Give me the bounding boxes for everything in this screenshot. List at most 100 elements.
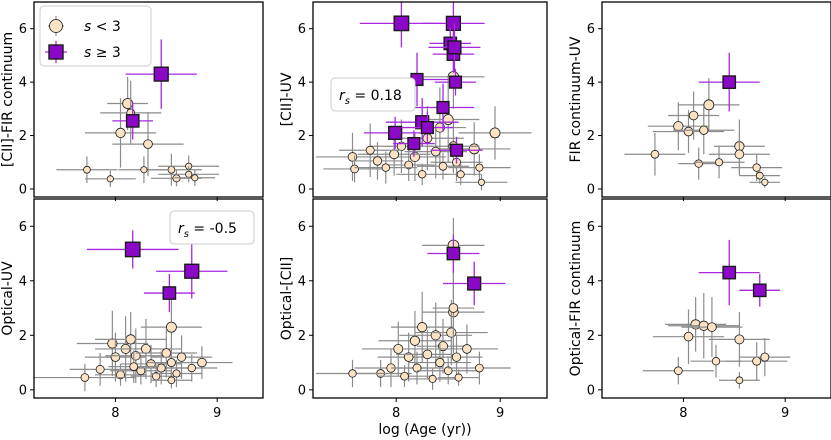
panel-frame — [312, 198, 548, 399]
low-s-point — [391, 351, 443, 385]
panel-opt-fir: 0 2 4 6 8 9 Optical-FIR continuum — [568, 198, 831, 421]
low-s-point — [361, 321, 435, 377]
correlation-annotation: rs = 0.18 — [330, 77, 416, 112]
y-tick-label: 0 — [19, 383, 27, 398]
low-s-point — [448, 154, 511, 181]
x-tick-label: 9 — [496, 406, 504, 421]
legend-label-low-s: s < 3 — [84, 19, 121, 35]
y-tick-label: 6 — [587, 22, 595, 37]
low-s-point — [678, 78, 740, 132]
panel-frame — [601, 1, 831, 198]
high-s-point — [430, 136, 483, 164]
y-axis-label: Optical-FIR continuum — [568, 221, 584, 377]
y-tick-label: 2 — [587, 129, 595, 144]
low-s-point — [437, 369, 480, 386]
low-s-point — [105, 328, 167, 384]
y-tick-label: 4 — [298, 274, 306, 289]
low-s-point — [647, 102, 709, 151]
y-tick-label: 0 — [298, 383, 306, 398]
x-tick-label: 9 — [781, 406, 789, 421]
panel-frame — [312, 1, 548, 198]
y-tick-label: 2 — [298, 129, 306, 144]
high-s-point — [401, 111, 454, 144]
low-s-point — [448, 351, 511, 385]
panel-frame — [33, 1, 264, 198]
low-s-point — [417, 357, 480, 385]
low-s-point — [668, 91, 720, 140]
panel-opt-cii: 0 2 4 6 8 9 Optical-[CII] — [279, 198, 548, 421]
low-s-point — [108, 350, 160, 384]
x-tick-label: 8 — [679, 406, 687, 421]
low-s-point — [652, 110, 725, 153]
high-s-point — [363, 116, 427, 149]
high-s-point — [427, 234, 480, 273]
low-s-point — [84, 170, 136, 187]
x-tick-label: 9 — [213, 406, 221, 421]
low-s-point — [174, 169, 216, 186]
low-s-point — [690, 344, 742, 378]
low-s-point — [95, 312, 167, 367]
annotation-text: rs = 0.18 — [339, 88, 402, 107]
high-s-point — [698, 52, 760, 112]
y-tick-label: 4 — [19, 274, 27, 289]
y-tick-label: 0 — [587, 182, 595, 197]
panel-frame — [601, 198, 831, 399]
high-s-point — [125, 39, 197, 109]
y-tick-label: 4 — [587, 274, 595, 289]
low-s-point — [708, 132, 770, 176]
low-s-point — [34, 363, 136, 392]
y-tick-label: 6 — [587, 220, 595, 235]
low-s-point — [430, 335, 483, 379]
panels: 0 2 4 6 [CII]-FIR continuum s < 3 s ≥ 3 0 2 4 6 [CI… — [0, 1, 831, 421]
low-s-point — [749, 176, 781, 188]
y-axis-label: [CII]-UV — [279, 72, 295, 126]
low-s-point — [378, 310, 452, 371]
y-tick-label: 6 — [19, 220, 27, 235]
high-s-point — [739, 273, 781, 307]
y-tick-label: 4 — [19, 76, 27, 91]
legend-entry-low-s: s < 3 — [48, 16, 121, 36]
low-s-point — [432, 267, 475, 349]
high-s-point — [156, 243, 228, 299]
y-axis-label: [CII]-FIR continuum — [0, 32, 16, 167]
high-s-point — [393, 130, 435, 157]
y-tick-label: 2 — [587, 329, 595, 344]
low-s-point — [408, 343, 472, 382]
y-tick-label: 6 — [298, 220, 306, 235]
low-s-point — [435, 324, 499, 374]
low-s-point — [145, 343, 197, 382]
correlation-annotation: rs = -0.5 — [169, 210, 255, 245]
y-axis-label: Optical-UV — [0, 261, 16, 336]
low-s-point — [719, 372, 760, 389]
low-s-point — [665, 297, 727, 352]
low-s-point — [135, 328, 197, 378]
y-axis-label: Optical-[CII] — [279, 257, 295, 340]
low-s-point — [166, 354, 218, 382]
low-s-point — [458, 106, 532, 160]
y-tick-label: 0 — [298, 182, 306, 197]
y-tick-label: 0 — [587, 383, 595, 398]
low-s-point — [681, 297, 743, 358]
low-s-point — [396, 163, 449, 185]
low-s-point — [151, 372, 192, 389]
annotation-text: rs = -0.5 — [178, 221, 237, 240]
low-s-point — [455, 174, 508, 191]
panel-cii-fir: 0 2 4 6[CII]-FIR continuum s < 3 s ≥ 3 — [0, 1, 264, 201]
low-s-point — [151, 359, 202, 388]
low-s-point — [382, 148, 435, 181]
low-s-point — [112, 112, 184, 177]
panel-opt-uv: 0 2 4 6 8 9 Optical-UV rs = -0.5 — [0, 198, 264, 421]
y-tick-label: 2 — [298, 329, 306, 344]
legend-entry-high-s: s ≥ 3 — [45, 41, 121, 63]
low-s-point — [351, 142, 404, 180]
high-s-point — [86, 230, 179, 269]
low-s-point — [673, 106, 735, 155]
y-tick-label: 4 — [298, 76, 306, 91]
low-s-point — [739, 167, 781, 184]
low-s-point — [678, 147, 720, 180]
y-tick-label: 0 — [19, 182, 27, 197]
low-s-point — [95, 363, 146, 386]
legend: s < 3 s ≥ 3 — [39, 5, 152, 67]
